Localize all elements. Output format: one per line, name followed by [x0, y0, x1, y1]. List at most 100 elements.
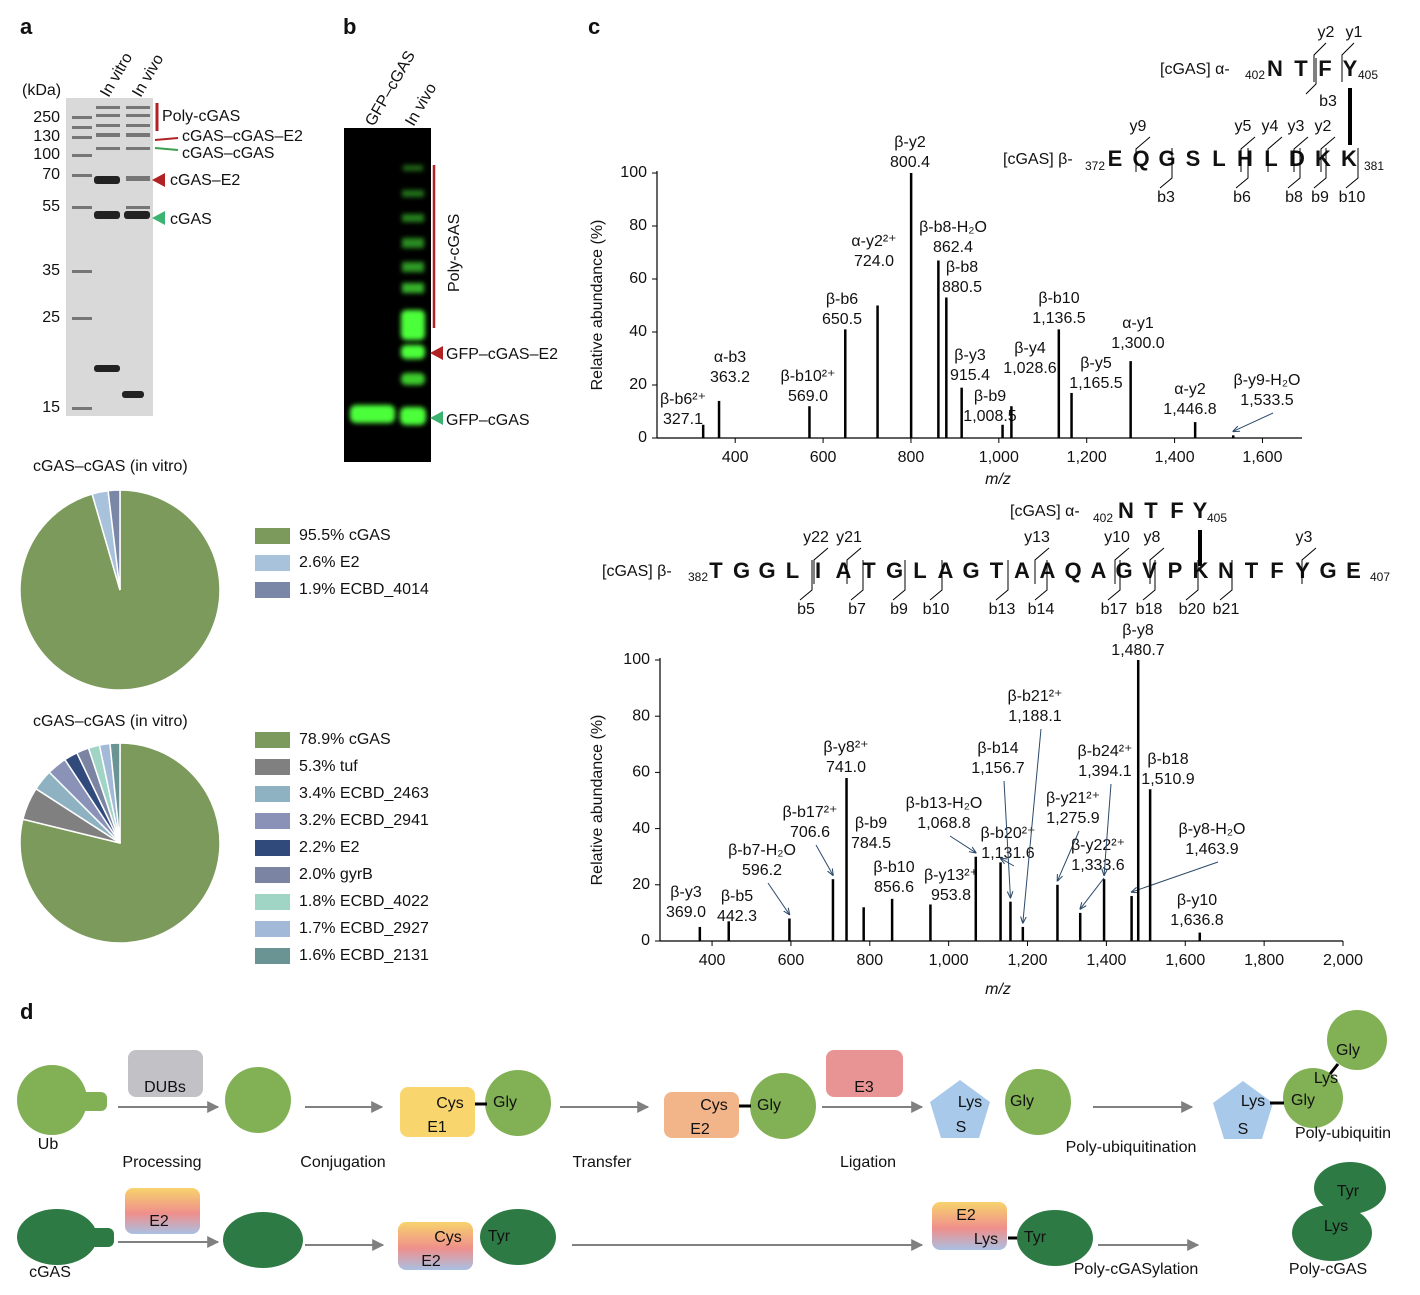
cleavage [846, 547, 862, 584]
y-tick-label: 80 [632, 707, 650, 724]
legend-swatch [255, 840, 290, 856]
cleavage [1267, 136, 1283, 172]
panel-label: d [20, 999, 33, 1024]
diagram-label: Cys [700, 1097, 728, 1114]
x-tick-label: 1,600 [1242, 449, 1282, 466]
peak-mz: 369.0 [666, 904, 706, 921]
x-tick-label: 600 [810, 449, 837, 466]
ion-label: y8 [1144, 529, 1161, 546]
residue: Q [1064, 558, 1081, 583]
cleavage [1313, 42, 1327, 82]
legend-name: ECBD_2927 [340, 920, 429, 937]
y-axis-label: Relative abundance (%) [589, 715, 606, 886]
diagram-label: Gly [1336, 1042, 1360, 1059]
panel-label: a [20, 14, 33, 39]
cleavage [1313, 148, 1327, 189]
legend-swatch [255, 948, 290, 964]
peak-name: α-b3 [714, 349, 746, 366]
peak-arrow [815, 844, 833, 875]
legend-value: 3.2% [299, 812, 335, 829]
cleavage [1159, 148, 1173, 189]
seq-start: 382 [688, 570, 708, 584]
diagram-label: Poly-ubiquitin [1295, 1125, 1391, 1142]
legend-swatch [255, 894, 290, 910]
peak-name: β-y10 [1177, 892, 1217, 909]
x-tick-label: 1,000 [979, 449, 1019, 466]
diagram-label: Poly-cGAS [1289, 1261, 1367, 1278]
residue: A [1014, 558, 1030, 583]
peak-mz: 784.5 [851, 835, 891, 852]
legend-swatch [255, 528, 290, 544]
legend-value: 1.7% [299, 920, 335, 937]
cleavage [1219, 560, 1233, 601]
peak-name: β-b14 [977, 740, 1018, 757]
residue: D [1289, 146, 1305, 171]
diagram-label: Cys [436, 1095, 464, 1112]
cleavage [1320, 136, 1336, 172]
y-tick-label: 100 [623, 651, 650, 668]
peak-mz: 800.4 [890, 154, 930, 171]
y-tick-label: 0 [638, 429, 647, 446]
diagram-label: E2 [956, 1207, 976, 1224]
ion-label: b13 [989, 601, 1016, 618]
residue: I [815, 558, 821, 583]
residue: G [1319, 558, 1336, 583]
residue: T [709, 558, 723, 583]
cleavage [892, 560, 906, 601]
peak-name: β-y9-H₂O [1234, 372, 1301, 389]
peak-mz: 1,188.1 [1008, 708, 1061, 725]
cleavage [1235, 148, 1249, 189]
legend-name: cGAS [349, 527, 391, 544]
ion-label: y2 [1315, 118, 1332, 135]
diagram-label: E2 [421, 1253, 441, 1270]
residue: G [1115, 558, 1132, 583]
peak-mz: 741.0 [826, 759, 866, 776]
peak-name: β-y3 [670, 884, 702, 901]
residue: A [1040, 558, 1056, 583]
ion-label: b10 [1339, 189, 1366, 206]
peak-mz: 1,008.5 [963, 408, 1016, 425]
band-label: GFP–cGAS–E2 [446, 346, 558, 363]
ion-label: b8 [1285, 189, 1303, 206]
residue: A [836, 558, 852, 583]
cleavage [1287, 148, 1301, 189]
peak-name: β-y5 [1080, 355, 1112, 372]
cleavage [995, 560, 1009, 601]
legend-label: 2.2% E2 [299, 839, 360, 856]
labels: a b c d (kDa) In vitro In vivo Poly-cGAS… [20, 14, 600, 1024]
peak-name: β-b10²⁺ [781, 368, 836, 385]
seq-start: 402 [1093, 511, 1113, 525]
cleavage [1301, 547, 1317, 584]
legend-name: tuf [340, 758, 358, 775]
legend-value: 2.6% [299, 554, 335, 571]
y-tick-label: 0 [641, 932, 650, 949]
residue: S [1186, 146, 1201, 171]
x-tick-label: 800 [898, 449, 925, 466]
legend-name: E2 [340, 839, 360, 856]
cleavage [1107, 560, 1121, 601]
residue: F [1170, 498, 1183, 523]
diagram-label: DUBs [144, 1079, 186, 1096]
legend-name: ECBD_4014 [340, 581, 429, 598]
cleavage [1135, 136, 1151, 172]
peak-name: β-b9 [855, 815, 887, 832]
peak-mz: 650.5 [822, 311, 862, 328]
band-label: Poly-cGAS [446, 214, 463, 292]
legend-swatch [255, 921, 290, 937]
peak-name: β-y8 [1122, 622, 1154, 639]
legend-label: 1.6% ECBD_2131 [299, 947, 429, 964]
peak-name: β-b10 [1038, 290, 1079, 307]
ion-label: b20 [1179, 601, 1206, 618]
diagram-label: Ligation [840, 1154, 896, 1171]
peak-arrow [1003, 780, 1010, 898]
peak-name: β-b10 [873, 859, 914, 876]
residue: A [1091, 558, 1107, 583]
residue: K [1193, 558, 1209, 583]
legend-value: 78.9% [299, 731, 344, 748]
peak-arrow [1001, 858, 1015, 867]
diagram-label: Conjugation [300, 1154, 385, 1171]
residue: N [1267, 56, 1283, 81]
peak-mz: 569.0 [788, 388, 828, 405]
x-tick-label: 1,800 [1244, 952, 1284, 969]
peak-mz: 1,446.8 [1163, 401, 1216, 418]
